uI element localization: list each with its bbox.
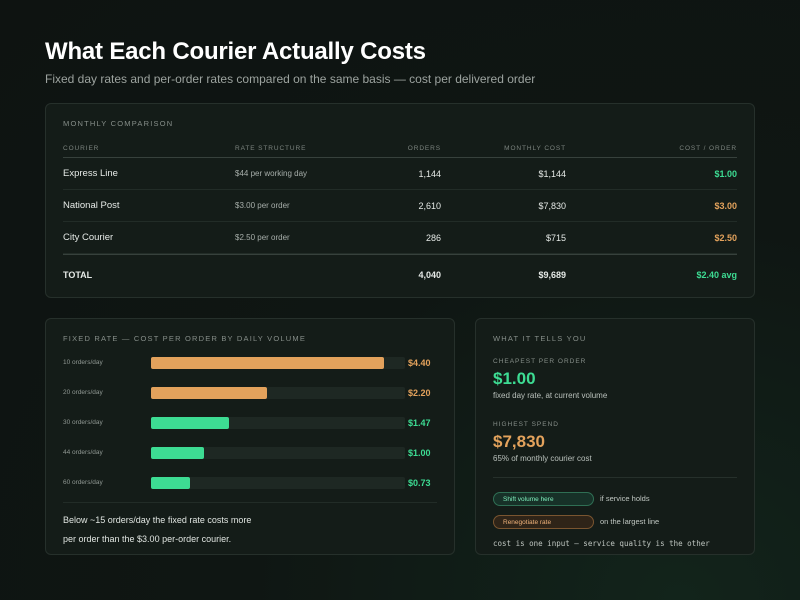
bar bbox=[151, 417, 229, 429]
total-monthly-cost: $9,689 bbox=[538, 269, 566, 280]
renegotiate-desc: on the largest line bbox=[600, 517, 660, 526]
cost-per-order-value: $2.50 bbox=[714, 232, 737, 243]
bar-category-label: 10 orders/day bbox=[63, 359, 103, 366]
total-cost-per-order: $2.40 avg bbox=[696, 269, 737, 280]
table-header: COURIER RATE STRUCTURE ORDERS MONTHLY CO… bbox=[63, 140, 737, 158]
col-orders: ORDERS bbox=[407, 145, 441, 152]
table-total-row: TOTAL 4,040 $9,689 $2.40 avg bbox=[63, 254, 737, 294]
shift-volume-tag[interactable]: Shift volume here bbox=[493, 492, 594, 506]
orders-value: 1,144 bbox=[418, 168, 441, 179]
orders-value: 2,610 bbox=[418, 200, 441, 211]
chart-note: Below ~15 orders/day the fixed rate cost… bbox=[63, 511, 263, 549]
bar-track bbox=[151, 387, 405, 399]
insights-label: WHAT IT TELLS YOU bbox=[493, 334, 587, 343]
col-cost-per-order: COST / ORDER bbox=[679, 145, 737, 152]
bar-track bbox=[151, 477, 405, 489]
bar-row: 30 orders/day $1.47 bbox=[63, 417, 443, 431]
bar-value-label: $1.47 bbox=[408, 418, 431, 428]
table-row: City Courier $2.50 per order 286 $715 $2… bbox=[63, 222, 737, 254]
highest-spend-label: HIGHEST SPEND bbox=[493, 421, 559, 428]
monthly-cost-value: $7,830 bbox=[538, 200, 566, 211]
bar-track bbox=[151, 357, 405, 369]
chart-label: FIXED RATE — COST PER ORDER BY DAILY VOL… bbox=[63, 334, 307, 343]
bar-track bbox=[151, 447, 405, 459]
col-rate-structure: RATE STRUCTURE bbox=[235, 145, 307, 152]
bar-value-label: $0.73 bbox=[408, 478, 431, 488]
total-label: TOTAL bbox=[63, 269, 93, 280]
bar-row: 60 orders/day $0.73 bbox=[63, 477, 443, 491]
bar bbox=[151, 447, 204, 459]
cheapest-label: CHEAPEST PER ORDER bbox=[493, 358, 587, 365]
monthly-cost-value: $1,144 bbox=[538, 168, 566, 179]
chart-divider bbox=[63, 502, 437, 503]
col-monthly-cost: MONTHLY COST bbox=[504, 145, 566, 152]
bar-category-label: 20 orders/day bbox=[63, 389, 103, 396]
highest-spend-value: $7,830 bbox=[493, 432, 545, 451]
rate-structure: $3.00 per order bbox=[235, 201, 290, 210]
total-orders: 4,040 bbox=[418, 269, 441, 280]
chart-note-line-2: per order than the $3.00 per-order couri… bbox=[63, 534, 232, 544]
orders-value: 286 bbox=[425, 232, 441, 243]
cheapest-value: $1.00 bbox=[493, 369, 536, 388]
bar-value-label: $2.20 bbox=[408, 388, 431, 398]
bar-category-label: 30 orders/day bbox=[63, 419, 103, 426]
bar-category-label: 60 orders/day bbox=[63, 479, 103, 486]
cost-per-order-value: $3.00 bbox=[714, 200, 737, 211]
courier-name: National Post bbox=[63, 200, 120, 211]
page-title: What Each Courier Actually Costs bbox=[45, 38, 426, 65]
chart-note-line-1: Below ~15 orders/day the fixed rate cost… bbox=[63, 515, 252, 525]
comparison-label: MONTHLY COMPARISON bbox=[63, 119, 174, 128]
courier-name: City Courier bbox=[63, 232, 114, 243]
rate-structure: $44 per working day bbox=[235, 169, 308, 178]
bar bbox=[151, 477, 190, 489]
rate-structure: $2.50 per order bbox=[235, 233, 290, 242]
table-row: Express Line $44 per working day 1,144 $… bbox=[63, 158, 737, 190]
insights-footer-note: cost is one input — service quality is t… bbox=[493, 539, 710, 548]
bar-value-label: $4.40 bbox=[408, 358, 431, 368]
monthly-cost-value: $715 bbox=[545, 232, 566, 243]
bar bbox=[151, 357, 384, 369]
table-row: National Post $3.00 per order 2,610 $7,8… bbox=[63, 190, 737, 222]
bar-row: 44 orders/day $1.00 bbox=[63, 447, 443, 461]
fixed-rate-chart-panel: FIXED RATE — COST PER ORDER BY DAILY VOL… bbox=[45, 318, 455, 555]
cost-per-order-value: $1.00 bbox=[714, 168, 737, 179]
shift-volume-desc: if service holds bbox=[600, 494, 650, 503]
bar-category-label: 44 orders/day bbox=[63, 449, 103, 456]
col-courier: COURIER bbox=[63, 145, 100, 152]
bar-row: 10 orders/day $4.40 bbox=[63, 357, 443, 371]
comparison-table: COURIER RATE STRUCTURE ORDERS MONTHLY CO… bbox=[63, 140, 737, 294]
monthly-comparison-panel: MONTHLY COMPARISON COURIER RATE STRUCTUR… bbox=[45, 103, 755, 298]
page-subtitle: Fixed day rates and per-order rates comp… bbox=[45, 72, 536, 86]
cheapest-note: fixed day rate, at current volume bbox=[493, 391, 608, 400]
bar-row: 20 orders/day $2.20 bbox=[63, 387, 443, 401]
courier-name: Express Line bbox=[63, 168, 118, 179]
insights-divider bbox=[493, 477, 737, 478]
bar-track bbox=[151, 417, 405, 429]
bar-value-label: $1.00 bbox=[408, 448, 431, 458]
bar bbox=[151, 387, 267, 399]
renegotiate-tag[interactable]: Renegotiate rate bbox=[493, 515, 594, 529]
insights-panel: WHAT IT TELLS YOU CHEAPEST PER ORDER $1.… bbox=[475, 318, 755, 555]
highest-spend-note: 65% of monthly courier cost bbox=[493, 454, 592, 463]
